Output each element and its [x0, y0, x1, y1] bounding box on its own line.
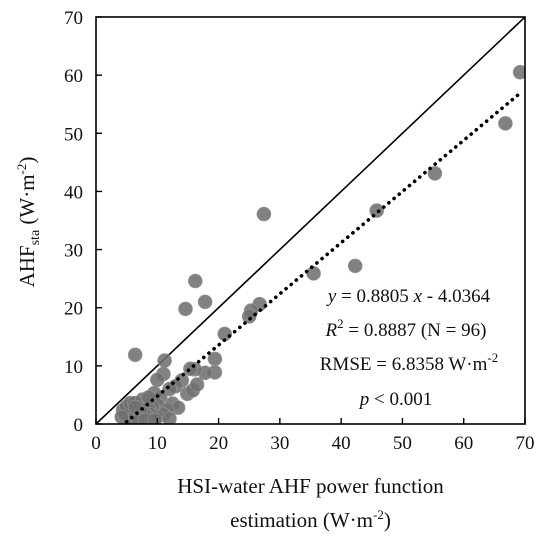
y-tick-label: 10 [64, 357, 83, 378]
data-point [347, 258, 363, 274]
r-squared-label: R2 = 0.8887 (N = 96) [325, 316, 487, 341]
data-points [114, 64, 525, 424]
y-tick-label: 60 [64, 66, 83, 87]
y-axis-title: AHFsta (W·m-2) [14, 157, 43, 288]
data-point [162, 381, 177, 397]
x-axis-title-line1: HSI-water AHF power function [177, 474, 444, 498]
x-tick-label: 0 [91, 433, 101, 454]
y-axis-ticks: 0 10 20 30 40 50 60 70 [64, 8, 102, 436]
data-point [150, 372, 165, 388]
data-point [183, 361, 198, 377]
x-tick-label: 20 [209, 433, 228, 454]
data-point [162, 411, 177, 424]
stats-annotation: y = 0.8805 x - 4.0364 R2 = 0.8887 (N = 9… [320, 286, 499, 410]
x-axis-ticks: 0 10 20 30 40 50 60 70 [91, 418, 535, 454]
y-tick-label: 70 [64, 8, 83, 29]
y-tick-label: 40 [64, 182, 83, 203]
data-point [189, 377, 205, 392]
regression-fit-line [124, 89, 524, 424]
y-tick-label: 30 [64, 241, 83, 262]
data-point [114, 409, 129, 424]
regression-equation: y = 0.8805 x - 4.0364 [326, 286, 491, 307]
data-point [127, 399, 143, 415]
plot-frame [95, 16, 526, 425]
x-axis-title-line2: estimation (W·m-2) [230, 507, 391, 532]
data-point [306, 266, 321, 281]
x-tick-label: 40 [332, 433, 351, 454]
data-point [512, 64, 525, 80]
data-point [427, 166, 443, 181]
rmse-label: RMSE = 6.8358 W·m-2 [320, 350, 499, 375]
p-value-label: p < 0.001 [358, 389, 432, 410]
data-point [178, 301, 193, 317]
x-tick-label: 60 [454, 433, 473, 454]
x-tick-label: 30 [270, 433, 289, 454]
y-tick-label: 0 [74, 415, 84, 436]
data-point [127, 347, 143, 363]
data-point [241, 309, 257, 324]
x-tick-label: 50 [393, 433, 412, 454]
data-point [147, 412, 163, 424]
data-point [197, 294, 213, 310]
data-point [188, 273, 203, 289]
x-tick-label: 70 [516, 433, 535, 454]
data-point [157, 353, 172, 368]
y-tick-label: 20 [64, 299, 83, 320]
data-point [498, 116, 513, 131]
x-tick-label: 10 [148, 433, 167, 454]
y-tick-label: 50 [64, 124, 83, 145]
data-point [141, 389, 156, 405]
data-point [256, 206, 272, 222]
fit-line-group [124, 89, 524, 424]
